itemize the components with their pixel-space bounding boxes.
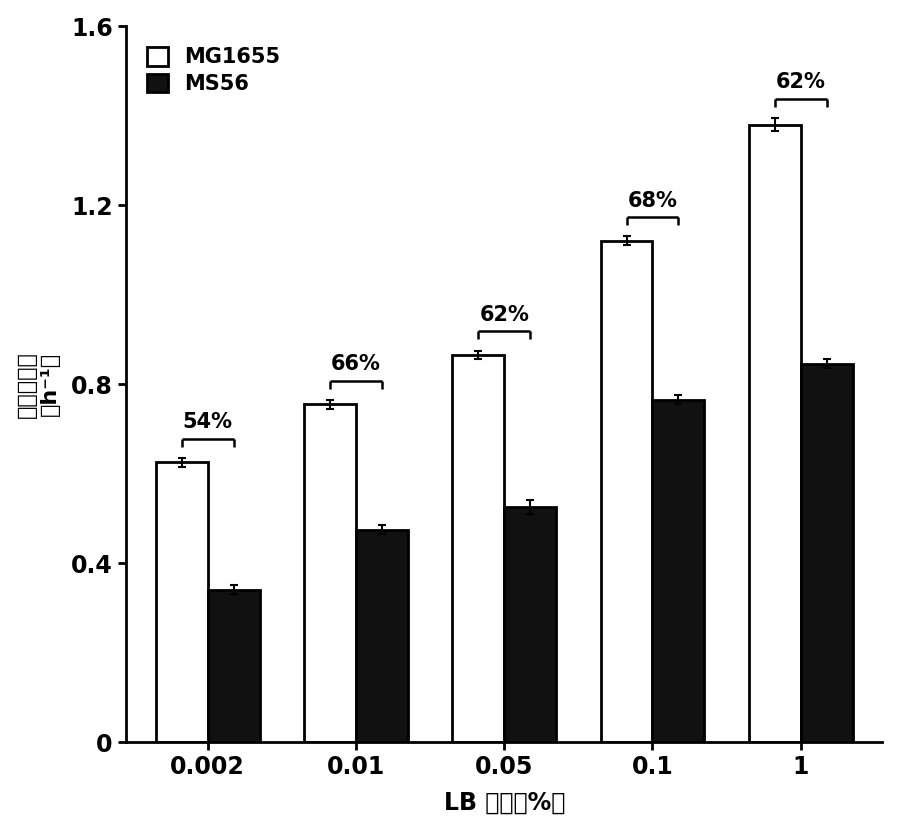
Bar [749, 125, 801, 742]
Text: 66%: 66% [331, 354, 381, 374]
Y-axis label: 比生长速率
（h⁻¹）: 比生长速率 （h⁻¹） [17, 351, 60, 417]
Bar [156, 462, 208, 742]
Bar [356, 529, 408, 742]
Legend: MG1655, MS56: MG1655, MS56 [137, 37, 291, 105]
Bar [504, 507, 556, 742]
Bar [801, 364, 852, 742]
Bar [452, 355, 504, 742]
X-axis label: LB 补充（%）: LB 补充（%） [443, 790, 565, 814]
Text: 62%: 62% [776, 72, 825, 92]
Text: 68%: 68% [628, 190, 678, 210]
Bar [304, 404, 356, 742]
Bar [601, 241, 653, 742]
Text: 62%: 62% [479, 305, 530, 325]
Bar [653, 400, 705, 742]
Bar [208, 590, 260, 742]
Text: 54%: 54% [182, 412, 233, 432]
